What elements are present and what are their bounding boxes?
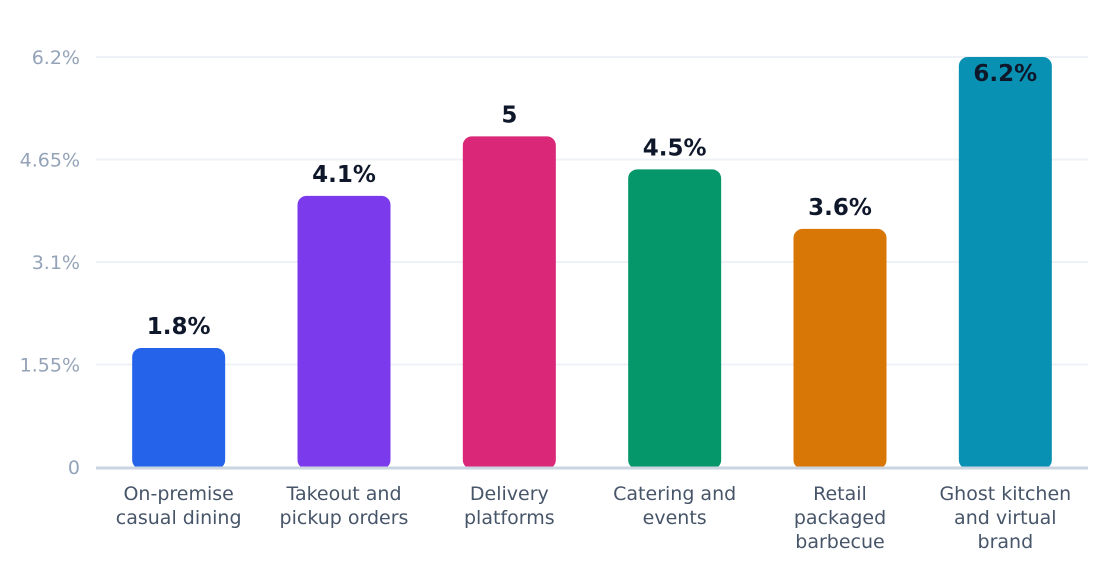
- x-tick-label: Takeout and pickup orders: [280, 483, 409, 529]
- bars: [132, 57, 1052, 469]
- bar: [958, 57, 1052, 469]
- bar: [793, 228, 887, 469]
- x-tick-label: Retail packaged barbecue: [794, 483, 886, 553]
- data-label: 6.2%: [973, 61, 1037, 87]
- x-axis: On-premise casual dining Takeout and pickup…: [96, 466, 1088, 553]
- y-tick-label: 6.2%: [32, 47, 80, 69]
- x-tick-label: Catering and events: [613, 483, 736, 529]
- data-labels: 1.8% 4.1% 5 4.5% 3.6% 6.2%: [147, 61, 1037, 340]
- data-label: 4.1%: [312, 162, 376, 188]
- x-tick-label: On-premise casual dining: [116, 483, 242, 529]
- bar: [132, 347, 226, 469]
- bar: [628, 169, 722, 469]
- data-label: 1.8%: [147, 314, 211, 340]
- gridlines: [96, 56, 1088, 366]
- bar: [297, 195, 391, 469]
- data-label: 4.5%: [643, 135, 707, 161]
- y-tick-label: 1.55%: [20, 355, 80, 377]
- y-axis: 0 1.55% 3.1% 4.65% 6.2%: [20, 47, 80, 479]
- y-tick-label: 3.1%: [32, 252, 80, 274]
- x-tick-label: Ghost kitchen and virtual brand: [939, 483, 1071, 553]
- y-tick-label: 0: [68, 457, 80, 479]
- x-tick-label: Delivery platforms: [464, 483, 555, 529]
- data-label: 3.6%: [808, 195, 872, 221]
- y-tick-label: 4.65%: [20, 150, 80, 172]
- data-label: 5: [501, 102, 517, 128]
- bar: [462, 136, 556, 469]
